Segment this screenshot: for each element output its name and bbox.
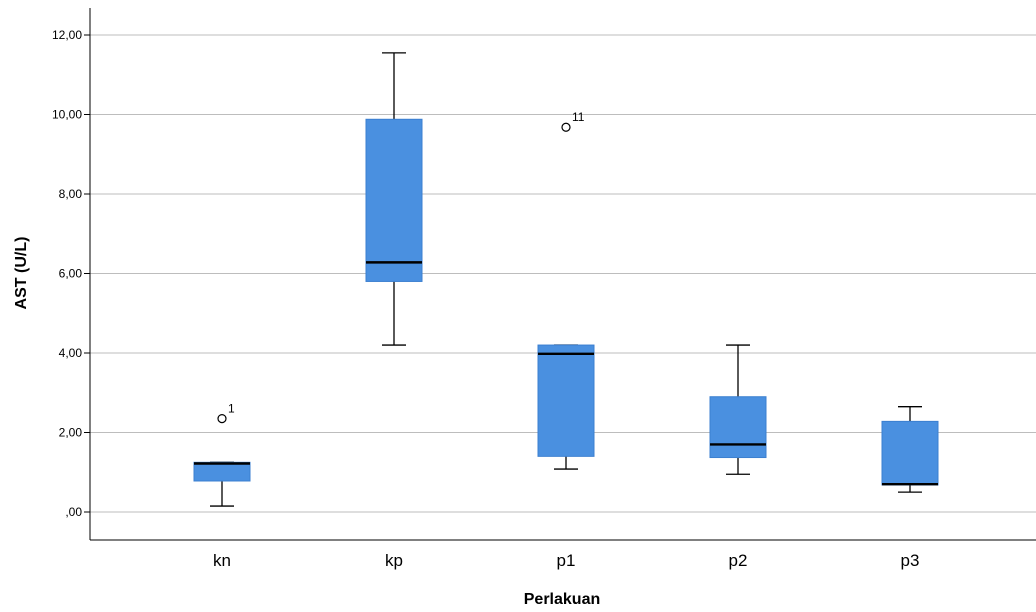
box-group-p3 <box>881 406 939 493</box>
box-p3 <box>881 420 939 486</box>
box-group-kn <box>193 413 251 507</box>
outlier-point <box>561 122 571 132</box>
x-tick-label-p1: p1 <box>557 551 576 570</box>
boxes <box>193 52 939 507</box>
box-group-kp <box>365 52 423 346</box>
x-axis-title: Perlakuan <box>524 591 600 608</box>
y-tick-label: ,00 <box>65 505 82 519</box>
x-tick-label-kp: kp <box>385 551 403 570</box>
outlier-label: 1 <box>228 402 235 416</box>
x-tick-label-p2: p2 <box>729 551 748 570</box>
labels: ,00 2,00 4,00 6,00 8,00 10,00 12,00 1 kn kp 11 p1 p2… <box>52 28 919 570</box>
y-tick-label: 6,00 <box>59 267 83 281</box>
box-kn <box>193 461 251 482</box>
x-tick-label-p3: p3 <box>901 551 920 570</box>
y-axis-title: AST (U/L) <box>13 237 30 310</box>
y-tick-label: 4,00 <box>59 346 83 360</box>
y-tick-label: 8,00 <box>59 187 83 201</box>
x-tick-label-kn: kn <box>213 551 231 570</box>
axes <box>84 8 1036 541</box>
box-group-p1 <box>537 122 595 470</box>
y-tick-label: 2,00 <box>59 426 83 440</box>
box-group-p2 <box>709 344 767 475</box>
box-p1 <box>537 344 595 457</box>
outlier-point <box>217 413 227 424</box>
y-tick-label: 10,00 <box>52 108 82 122</box>
outlier-label: 11 <box>572 110 585 124</box>
y-tick-label: 12,00 <box>52 28 82 42</box>
box-kp <box>365 118 423 282</box>
box-p2 <box>709 396 767 459</box>
